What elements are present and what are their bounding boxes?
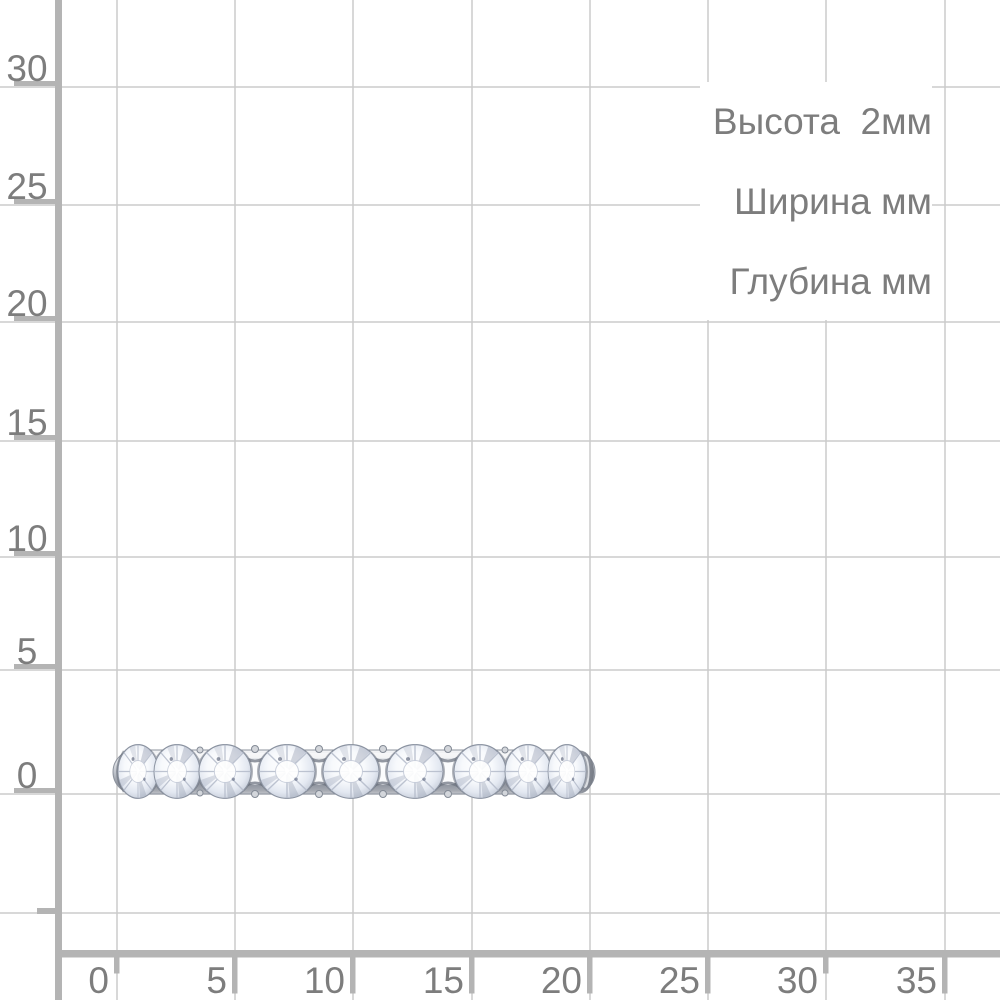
y-axis-minor-tick — [37, 908, 55, 914]
x-axis-label: 20 — [540, 960, 582, 1001]
left-ruler-bar — [55, 0, 62, 1000]
diamond — [153, 743, 201, 800]
x-axis-label: 15 — [422, 960, 464, 1001]
diamond — [386, 743, 444, 800]
ruler-bars — [55, 0, 1000, 1000]
y-axis-label: 15 — [6, 402, 48, 443]
depth-dimension-label: Глубина мм — [729, 261, 933, 302]
y-axis-label: 20 — [6, 283, 48, 324]
bottom-ruler-bar — [55, 950, 1000, 958]
x-axis-label: 30 — [776, 960, 818, 1001]
dimensions-panel: Высота 2мм Ширина мм Глубина мм — [700, 82, 932, 320]
prongs — [196, 745, 509, 798]
diamond — [547, 743, 587, 800]
diamond — [504, 743, 552, 800]
y-axis-label: 30 — [6, 48, 48, 89]
width-dimension-label: Ширина мм — [734, 181, 932, 222]
y-axis-ticks — [14, 81, 56, 914]
y-axis-label: 25 — [6, 166, 48, 207]
x-axis-label: 25 — [658, 960, 700, 1001]
diamonds — [117, 743, 587, 800]
y-axis-label: 10 — [6, 518, 48, 559]
y-axis-label: 0 — [16, 755, 38, 796]
x-axis-label: 0 — [88, 960, 109, 1001]
x-axis-label: 35 — [895, 960, 937, 1001]
product-ring-image — [112, 743, 596, 800]
x-axis-ticks — [114, 957, 948, 994]
height-dimension-label: Высота 2мм — [712, 101, 932, 142]
diamond — [322, 743, 380, 800]
diamond — [117, 743, 159, 800]
diamond — [453, 743, 507, 800]
x-axis-label: 5 — [206, 960, 227, 1001]
y-axis-label: 5 — [16, 631, 38, 672]
x-axis-label: 10 — [303, 960, 345, 1001]
diamond — [258, 743, 316, 800]
diamond — [198, 743, 252, 800]
